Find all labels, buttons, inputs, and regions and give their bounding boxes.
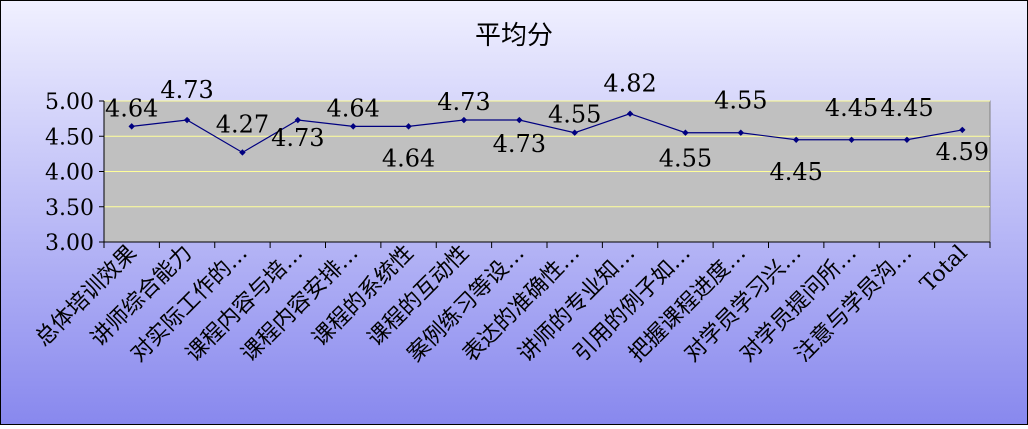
series-line: [131, 113, 963, 154]
gridlines: [104, 100, 990, 208]
y-tick-label: 3.00: [45, 231, 94, 256]
data-point: [183, 116, 191, 124]
y-tick-label: 4.50: [45, 125, 94, 150]
y-tick-label: 3.50: [45, 196, 94, 221]
data-point: [294, 116, 302, 124]
data-points: [128, 110, 966, 156]
data-point: [903, 136, 911, 143]
data-label: 4.27: [216, 110, 269, 138]
data-label: 4.64: [382, 144, 435, 172]
data-label: 4.55: [659, 145, 712, 173]
data-label: 4.59: [936, 138, 989, 166]
data-label: 4.73: [493, 130, 546, 158]
data-label: 4.45: [880, 94, 933, 122]
data-point: [571, 129, 578, 136]
data-point: [516, 116, 523, 124]
data-point: [239, 149, 246, 156]
data-point: [848, 136, 855, 143]
data-point: [460, 116, 468, 124]
data-point: [128, 123, 135, 130]
data-labels: 4.644.734.27 4.734.644.644.734.734.554.82…: [105, 70, 989, 186]
data-label: 4.45: [769, 158, 822, 186]
data-label: 4.73: [437, 88, 490, 116]
data-label: 4.73: [271, 124, 324, 152]
data-label: 4.45: [825, 94, 878, 122]
y-tick-label: 4.00: [45, 161, 94, 186]
data-label: 4.55: [548, 101, 601, 129]
data-point: [349, 123, 357, 130]
data-label: 4.64: [326, 94, 379, 122]
data-label: 4.82: [603, 70, 656, 98]
axes: [99, 100, 991, 248]
y-tick-label: 5.00: [45, 90, 94, 115]
data-point: [682, 129, 689, 136]
data-point: [737, 129, 745, 136]
y-tick-labels: 3.00 3.50 4.00 4.50 5.00: [45, 90, 94, 256]
data-label: 4.64: [105, 94, 158, 122]
data-label: 4.55: [714, 87, 767, 115]
data-point: [626, 110, 634, 117]
series-line-layer: [131, 113, 963, 154]
data-label: 4.73: [160, 76, 213, 104]
data-point: [405, 123, 412, 130]
chart-title: 平均分: [475, 21, 553, 51]
data-point: [792, 136, 800, 143]
data-point: [959, 126, 966, 134]
